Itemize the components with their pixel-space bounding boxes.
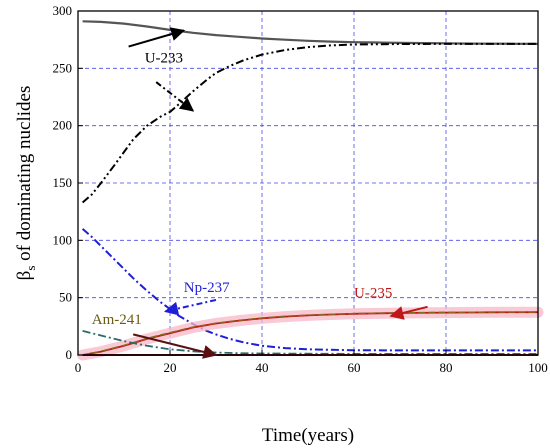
x-tick-label: 80 [440,360,453,375]
y-tick-label: 0 [66,347,73,362]
annotation-label: Am-241 [92,312,142,328]
y-axis-title-main: β [14,271,35,281]
annotation-arrow [155,81,195,112]
x-tick-label: 0 [75,360,82,375]
y-axis-title: βs of dominating nuclides [14,86,38,281]
x-tick-label: 60 [348,360,361,375]
y-tick-label: 50 [59,290,72,305]
grid [78,11,538,355]
series-line-u233_growth [81,42,538,204]
series-line-u235_dash [82,311,539,356]
y-axis-title-rest: of dominating nuclides [14,86,35,266]
y-tick-label: 200 [53,118,73,133]
x-tick-label: 20 [164,360,177,375]
y-axis-title-sub: s [23,266,38,271]
ticks: 0 20 40 60 80 100 0 50 100 150 200 250 300 [53,3,548,375]
series-group [77,20,544,361]
y-tick-label: 300 [53,3,73,18]
x-tick-label: 100 [528,360,548,375]
annotation-arrow [389,305,428,320]
y-tick-label: 100 [53,232,73,247]
series-line-np237 [81,228,538,352]
x-tick-label: 40 [256,360,269,375]
annotation-arrow [132,333,218,359]
y-tick-label: 250 [53,60,73,75]
series-line-am241 [82,330,538,355]
annotation-label: U-235 [354,286,392,302]
annotation-arrow [164,298,217,316]
annotation-label: U-233 [145,51,183,67]
annotation-label: Np-237 [184,280,230,296]
annotation-arrow [128,27,186,48]
x-axis-title: Time(years) [262,425,354,446]
annotations: U-233 Np-237 Am-241 U-235 [92,27,428,359]
y-tick-label: 150 [53,175,73,190]
